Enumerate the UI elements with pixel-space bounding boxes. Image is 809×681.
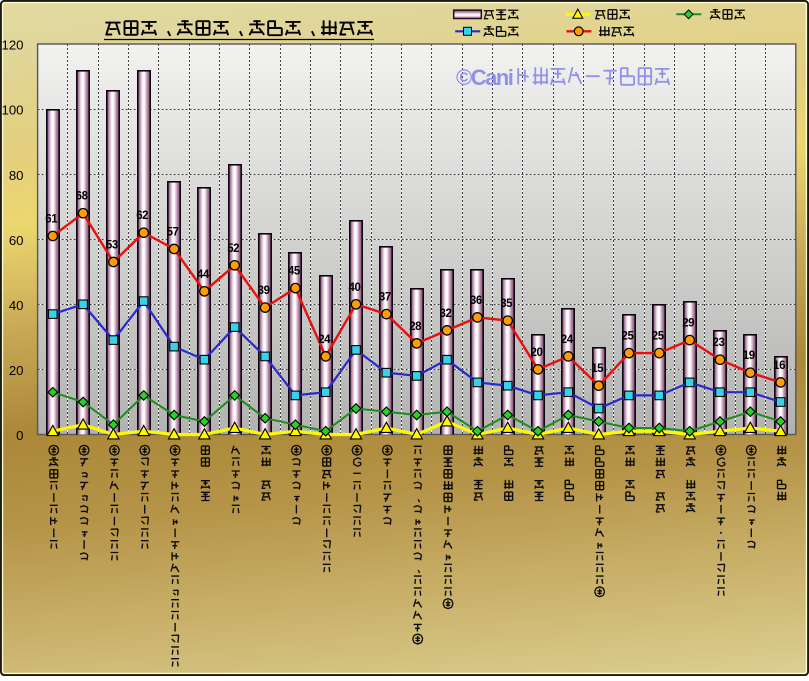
svg-text:32: 32 — [440, 308, 452, 320]
svg-text:45: 45 — [288, 266, 301, 278]
svg-text:16: 16 — [773, 360, 785, 372]
svg-text:©Cani: ©Cani — [456, 65, 513, 90]
svg-text:53: 53 — [106, 240, 118, 252]
svg-text:40: 40 — [349, 282, 361, 294]
svg-text:57: 57 — [167, 227, 179, 239]
svg-text:35: 35 — [500, 298, 513, 310]
svg-text:25: 25 — [652, 331, 665, 343]
svg-text:23: 23 — [713, 337, 725, 349]
svg-text:120: 120 — [1, 38, 23, 53]
svg-text:20: 20 — [9, 363, 24, 378]
svg-text:25: 25 — [622, 331, 635, 343]
svg-text:19: 19 — [743, 350, 755, 362]
svg-text:52: 52 — [227, 243, 239, 255]
svg-text:28: 28 — [409, 321, 422, 333]
svg-text:36: 36 — [470, 295, 482, 307]
svg-text:62: 62 — [136, 210, 148, 222]
svg-text:24: 24 — [561, 334, 574, 346]
svg-text:44: 44 — [197, 269, 210, 281]
svg-text:29: 29 — [682, 318, 694, 330]
svg-text:20: 20 — [531, 347, 543, 359]
svg-text:100: 100 — [1, 103, 23, 118]
svg-text:61: 61 — [45, 214, 58, 226]
svg-text:24: 24 — [318, 334, 331, 346]
svg-text:0: 0 — [16, 428, 23, 443]
svg-text:39: 39 — [258, 285, 270, 297]
svg-text:60: 60 — [9, 233, 24, 248]
svg-text:80: 80 — [9, 168, 24, 183]
svg-text:68: 68 — [76, 191, 89, 203]
svg-text:15: 15 — [591, 363, 604, 375]
svg-text:37: 37 — [379, 292, 391, 304]
svg-text:40: 40 — [9, 298, 24, 313]
